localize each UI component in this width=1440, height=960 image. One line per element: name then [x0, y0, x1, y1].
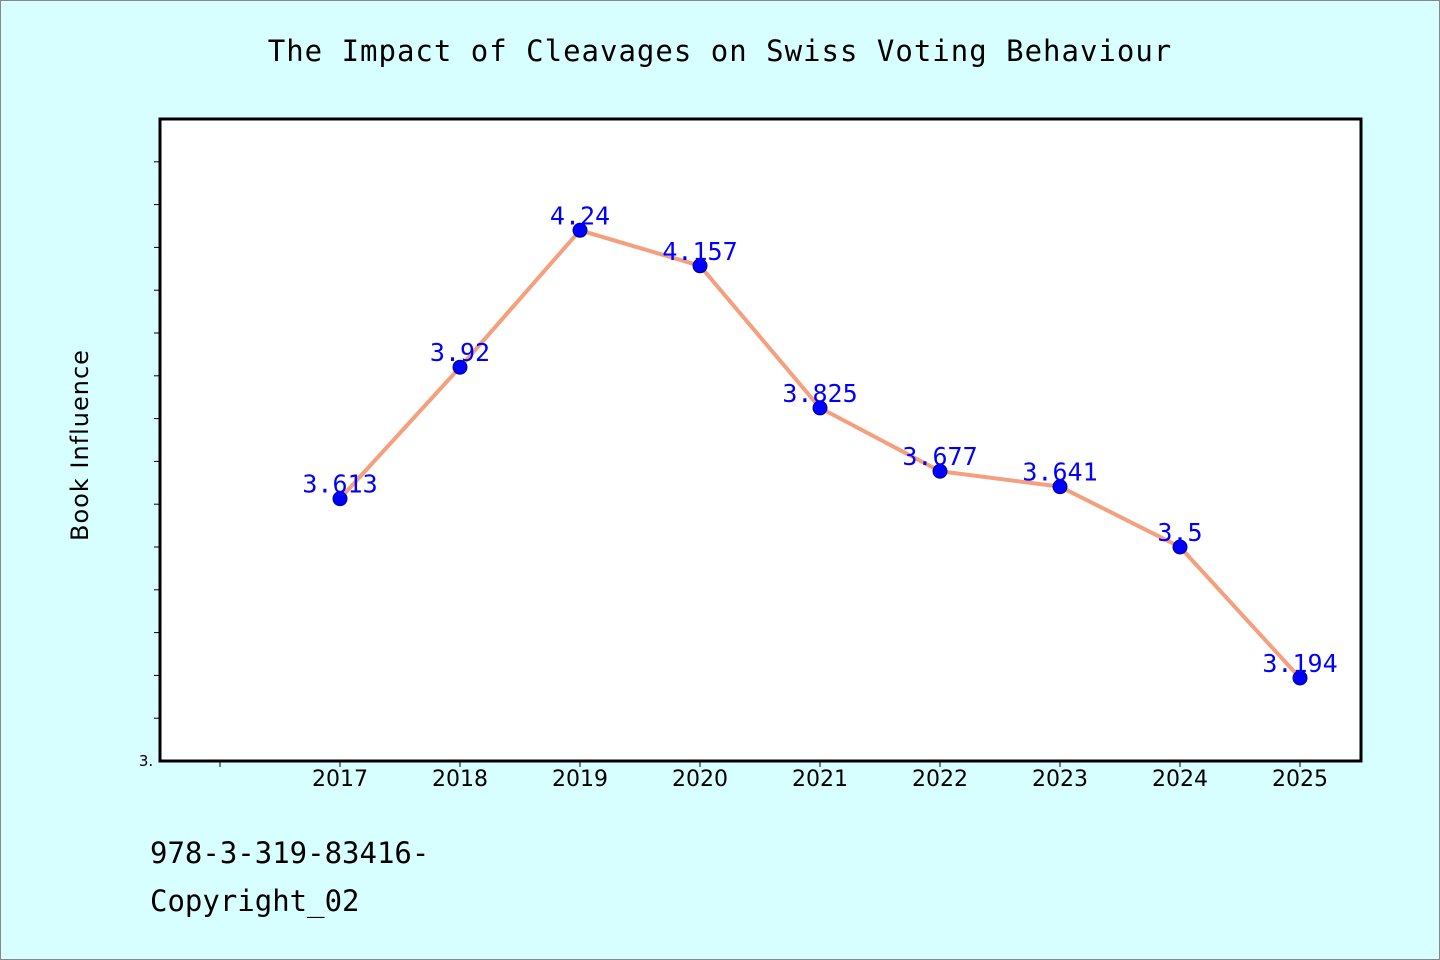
chart-title: The Impact of Cleavages on Swiss Voting … — [267, 34, 1173, 68]
data-label: 3.825 — [782, 379, 857, 408]
y-tick-label: 3. — [139, 752, 153, 770]
data-label: 4.24 — [550, 201, 610, 230]
x-tick-label: 2021 — [792, 767, 848, 792]
data-label: 3.613 — [302, 470, 377, 499]
data-label: 3.92 — [430, 338, 490, 367]
x-tick-label: 2018 — [432, 767, 488, 792]
data-point — [452, 359, 468, 375]
data-point — [332, 491, 348, 507]
data-points — [332, 222, 1308, 686]
copyright-text: Copyright_02 — [150, 884, 360, 918]
x-tick-label: 2020 — [672, 767, 728, 792]
data-label: 3.5 — [1157, 518, 1202, 547]
isbn-text: 978-3-319-83416- — [150, 836, 430, 870]
data-point — [1052, 479, 1068, 495]
x-ticks — [219, 761, 1301, 767]
plot-area — [158, 117, 1363, 763]
x-tick-label: 2022 — [912, 767, 968, 792]
data-label: 3.194 — [1262, 649, 1337, 678]
data-point — [1292, 670, 1308, 686]
data-point — [1172, 539, 1188, 555]
x-tick-label: 2025 — [1272, 767, 1328, 792]
x-tick-label: 2023 — [1032, 767, 1088, 792]
data-label: 3.677 — [902, 442, 977, 471]
data-label: 3.641 — [1022, 458, 1097, 487]
x-tick-label: 2017 — [312, 767, 368, 792]
x-tick-label: 2019 — [552, 767, 608, 792]
data-label: 4.157 — [662, 237, 737, 266]
data-point — [692, 258, 708, 274]
y-ticks — [154, 161, 160, 719]
data-point — [812, 400, 828, 416]
data-point — [932, 463, 948, 479]
x-tick-labels: 2017 2018 2019 2020 2021 2022 2023 2024 2025 — [312, 767, 1328, 792]
data-point — [572, 222, 588, 238]
data-labels: 3.613 3.92 4.24 4.157 3.825 3.677 3.641 3.5 3.19… — [302, 201, 1337, 678]
x-tick-label: 2024 — [1152, 767, 1208, 792]
